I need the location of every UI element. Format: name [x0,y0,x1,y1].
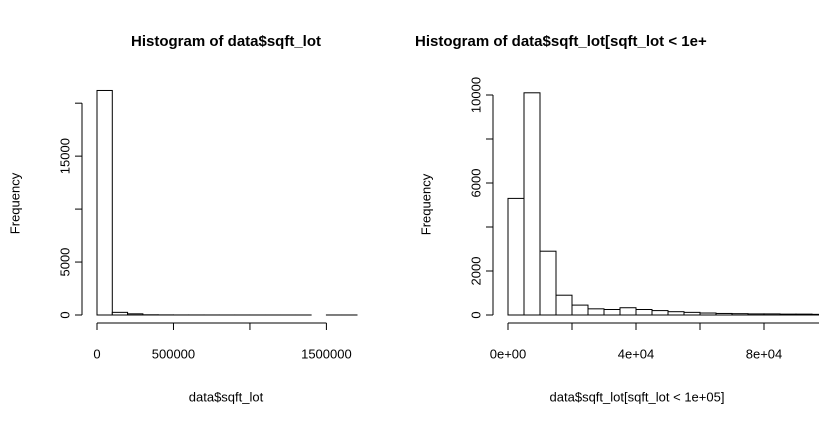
bar [619,307,637,316]
x-tick-label: 1500000 [301,346,352,361]
bar [651,310,669,316]
x-tick-label: 0e+00 [490,346,527,361]
bar [603,309,621,316]
x-tick-label: 4e+04 [618,346,655,361]
y-tick-label: 5000 [57,248,72,277]
bar [763,313,781,316]
x-tick-label: 500000 [152,346,195,361]
y-tick-label: 10000 [468,77,483,113]
bar [635,309,653,316]
bar [111,311,129,316]
chart-title: Histogram of data$sqft_lot[sqft_lot < 1e… [415,33,707,50]
bar [523,92,541,316]
y-axis-label: Frequency [7,172,22,234]
bar [507,197,525,316]
bar [747,313,765,316]
y-tick-label: 0 [468,311,483,318]
bar [96,89,113,316]
x-axis-label: data$sqft_lot[sqft_lot < 1e+05] [550,389,725,404]
x-tick-label: 0 [93,346,100,361]
bar [731,313,749,316]
y-tick-label: 0 [57,311,72,318]
bar [667,311,685,316]
bar [587,308,605,316]
y-tick-label: 6000 [468,169,483,198]
chart-title: Histogram of data$sqft_lot [131,33,321,50]
bar [571,304,589,316]
bar [683,311,701,316]
bar [779,313,797,316]
bar [811,313,819,316]
y-tick-label: 2000 [468,257,483,286]
y-axis-label: Frequency [418,173,433,235]
bar [555,294,573,316]
bar [795,313,813,316]
bar [539,250,557,316]
bar [715,312,733,316]
bar [699,312,717,316]
x-axis-label: data$sqft_lot [189,389,264,404]
x-tick-label: 8e+04 [746,346,783,361]
y-tick-label: 15000 [57,138,72,174]
bar [127,313,144,316]
